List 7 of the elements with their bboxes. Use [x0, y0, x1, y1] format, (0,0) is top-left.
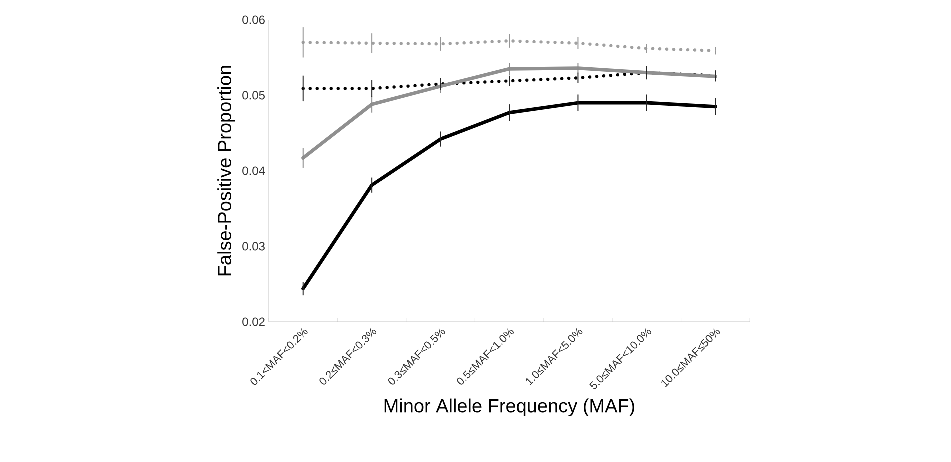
y-axis-title: False-Positive Proportion: [218, 66, 236, 276]
y-tick-label: 0.06: [242, 16, 265, 24]
y-tick-label: 0.04: [242, 166, 266, 176]
y-tick-label: 0.03: [242, 242, 265, 251]
y-tick-label: 0.02: [242, 318, 265, 326]
y-tick-label: 0.05: [242, 91, 265, 100]
x-axis-title: Minor Allele Frequency (MAF): [384, 398, 634, 417]
